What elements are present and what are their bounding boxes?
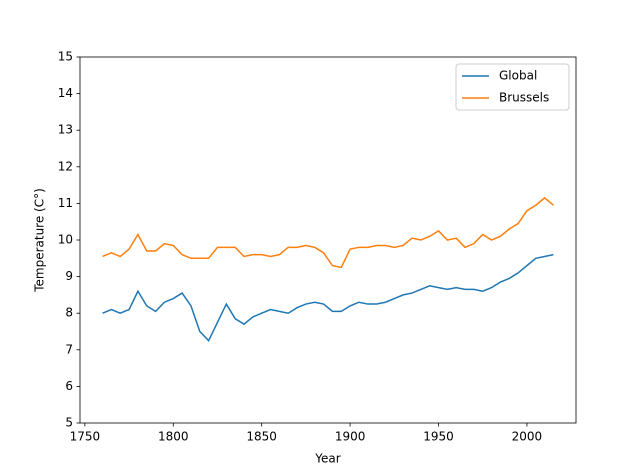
y-tick-label: 8 xyxy=(65,306,73,320)
y-tick-label: 13 xyxy=(58,123,73,137)
x-tick-label: 1750 xyxy=(70,430,101,444)
y-tick-label: 14 xyxy=(58,86,73,100)
y-tick-label: 15 xyxy=(58,50,73,64)
x-tick-label: 2000 xyxy=(512,430,543,444)
y-tick-label: 11 xyxy=(58,196,73,210)
plot-frame xyxy=(79,56,577,424)
x-tick-label: 1950 xyxy=(423,430,454,444)
y-tick-label: 7 xyxy=(65,342,73,356)
series-line xyxy=(102,196,554,269)
y-tick-label: 12 xyxy=(58,159,73,173)
x-tick-label: 1850 xyxy=(246,430,277,444)
y-tick-label: 10 xyxy=(58,233,73,247)
series-line xyxy=(102,253,554,342)
y-tick-label: 9 xyxy=(65,269,73,283)
legend-label: Brussels xyxy=(499,91,549,105)
x-axis-label: Year xyxy=(314,452,340,466)
y-axis-label: Temperature (C°) xyxy=(33,188,47,293)
x-tick-label: 1900 xyxy=(335,430,366,444)
legend-label: Global xyxy=(499,69,537,83)
y-tick-label: 5 xyxy=(65,416,73,430)
x-tick-label: 1800 xyxy=(158,430,189,444)
y-tick-label: 6 xyxy=(65,379,73,393)
